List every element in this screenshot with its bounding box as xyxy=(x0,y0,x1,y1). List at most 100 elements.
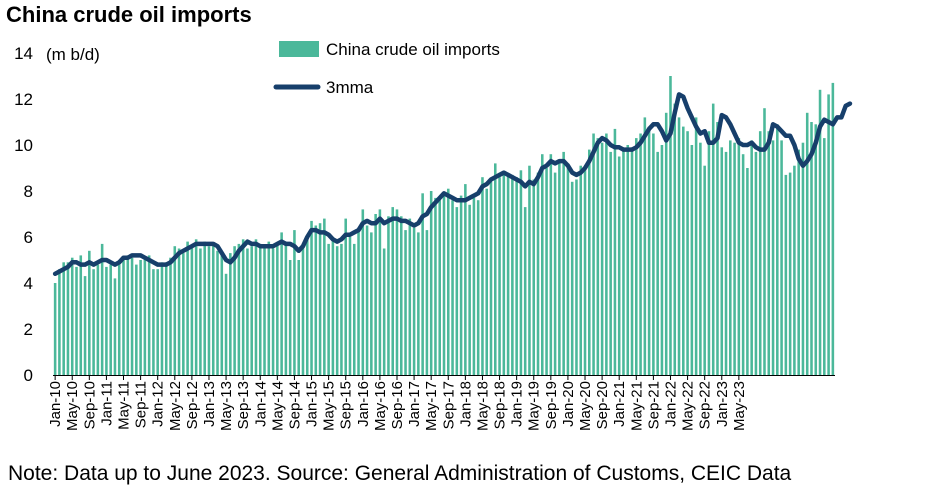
bar xyxy=(224,273,228,375)
bar xyxy=(652,133,655,375)
bar xyxy=(207,246,211,375)
bar xyxy=(451,200,454,375)
bar xyxy=(164,262,168,375)
bar xyxy=(485,188,489,375)
bar xyxy=(711,103,715,375)
bar xyxy=(519,170,523,375)
bar xyxy=(66,262,70,375)
x-tick-label: May-21 xyxy=(628,381,645,431)
bar xyxy=(566,163,570,375)
bar xyxy=(609,151,612,375)
bar xyxy=(404,230,407,375)
bar xyxy=(335,246,339,375)
x-tick-label: Sep-17 xyxy=(440,381,457,429)
x-tick-label: Sep-12 xyxy=(184,381,201,429)
y-axis-unit-label: (m b/d) xyxy=(46,45,100,64)
bar xyxy=(246,248,249,375)
bar xyxy=(750,140,753,375)
x-tick-label: May-11 xyxy=(116,381,133,430)
bar xyxy=(126,255,130,375)
bar xyxy=(754,151,758,375)
bar xyxy=(421,193,424,375)
bar xyxy=(263,246,266,375)
bar xyxy=(532,179,536,375)
bar xyxy=(211,243,215,375)
bar xyxy=(703,165,706,375)
bar xyxy=(361,209,365,375)
bar xyxy=(464,184,467,375)
bar xyxy=(173,246,177,375)
bar xyxy=(344,218,347,375)
bar xyxy=(374,214,377,375)
bar xyxy=(135,264,138,375)
bar xyxy=(682,126,685,375)
x-tick-label: Jan-21 xyxy=(611,381,628,427)
bar xyxy=(707,131,711,375)
x-tick-label: May-20 xyxy=(577,381,594,431)
bar xyxy=(690,145,694,375)
bar xyxy=(797,149,800,375)
bar xyxy=(468,204,471,375)
bar xyxy=(724,151,728,375)
bar xyxy=(673,103,677,375)
bar xyxy=(365,225,369,375)
x-tick-label: May-13 xyxy=(218,381,235,431)
x-tick-label: Sep-15 xyxy=(338,381,355,429)
bar xyxy=(737,138,741,375)
bar xyxy=(442,193,446,375)
bar xyxy=(340,243,343,375)
bar xyxy=(575,179,578,375)
bar xyxy=(784,174,788,375)
bar xyxy=(139,260,142,375)
bar xyxy=(190,246,194,375)
bar xyxy=(515,177,518,375)
bar xyxy=(147,255,151,375)
bar xyxy=(352,243,356,375)
bar xyxy=(596,138,600,375)
bar xyxy=(643,117,647,376)
bar xyxy=(310,220,313,375)
x-tick-label: Sep-14 xyxy=(286,381,303,429)
bar xyxy=(323,218,326,375)
bar xyxy=(579,165,583,375)
bar xyxy=(156,269,159,375)
bar xyxy=(434,197,437,375)
bar xyxy=(378,209,382,375)
bar xyxy=(553,172,557,375)
bar xyxy=(177,248,181,375)
bar xyxy=(489,181,493,375)
bar xyxy=(399,216,403,375)
bar xyxy=(109,264,112,375)
bar xyxy=(267,241,271,375)
bar xyxy=(664,112,668,376)
bar xyxy=(570,181,574,375)
x-tick-label: May-22 xyxy=(680,381,697,431)
x-tick-label: Sep-18 xyxy=(492,381,509,429)
bar xyxy=(305,234,309,375)
bar xyxy=(186,241,189,375)
bar xyxy=(647,126,651,375)
bar xyxy=(395,209,399,375)
x-tick-label: Sep-21 xyxy=(645,381,662,429)
y-tick-label: 10 xyxy=(14,136,33,155)
x-tick-label: Jan-14 xyxy=(252,381,269,427)
x-tick-label: Jan-22 xyxy=(662,381,679,427)
x-tick-label: Sep-16 xyxy=(389,381,406,429)
bar xyxy=(617,156,621,375)
bar xyxy=(122,257,125,375)
bar xyxy=(105,266,108,375)
bar xyxy=(271,248,275,375)
bar xyxy=(583,168,587,375)
bar xyxy=(677,117,681,376)
bar xyxy=(276,243,279,375)
bar xyxy=(113,278,117,375)
x-tick-label: May-23 xyxy=(731,381,748,431)
bar xyxy=(528,165,531,375)
bar xyxy=(152,269,155,375)
x-tick-label: Jan-15 xyxy=(304,381,321,427)
bar xyxy=(592,133,595,375)
bar xyxy=(370,232,373,375)
x-tick-label: Sep-11 xyxy=(133,381,150,428)
x-ticks: Jan-10 May-10 Sep-10 Jan-11 May-11 Sep-11 Jan-… xyxy=(47,375,748,431)
